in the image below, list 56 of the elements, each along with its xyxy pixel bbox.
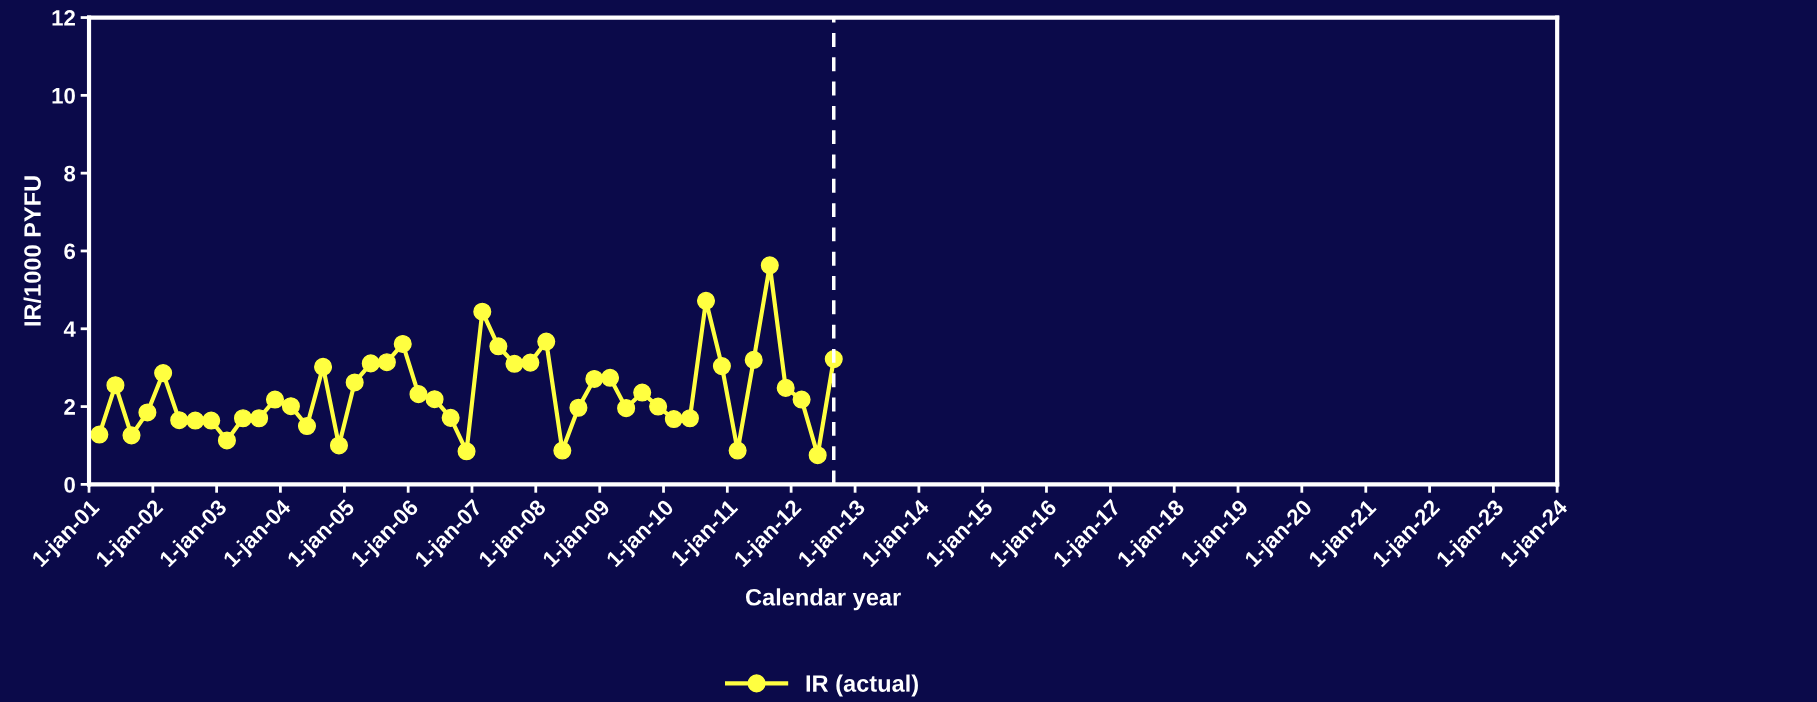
point — [569, 398, 588, 417]
point — [601, 368, 620, 387]
point — [664, 409, 683, 429]
point — [329, 436, 348, 455]
point — [680, 409, 699, 428]
y-tick-label: 12 — [52, 10, 75, 26]
point — [425, 390, 444, 409]
point — [633, 383, 652, 402]
point — [345, 373, 364, 392]
y-tick-label: 4 — [63, 321, 76, 337]
point — [617, 399, 636, 418]
point — [265, 390, 285, 409]
point — [281, 397, 300, 416]
y-tick-label: 10 — [52, 87, 75, 104]
legend-label: IR (actual) — [806, 674, 918, 697]
point — [202, 411, 221, 430]
point — [744, 350, 763, 369]
point — [521, 353, 540, 372]
point — [585, 369, 604, 388]
point — [297, 416, 317, 436]
y-tick-label: 6 — [64, 243, 76, 260]
point — [233, 409, 253, 428]
point — [186, 411, 205, 430]
y-tick-label: 2 — [64, 399, 75, 415]
point — [553, 441, 572, 460]
y-tick-label: 8 — [64, 165, 76, 182]
point — [457, 442, 476, 461]
point — [792, 390, 811, 409]
y-tick-label: 0 — [64, 476, 75, 493]
point — [106, 376, 125, 395]
point — [537, 332, 556, 351]
point — [473, 302, 492, 321]
point — [170, 411, 189, 430]
point — [712, 357, 731, 376]
point — [361, 354, 380, 373]
point — [489, 337, 508, 356]
y-axis-title: IR/1000 PYFU — [23, 176, 42, 326]
point — [138, 403, 157, 422]
point — [377, 353, 396, 372]
point — [314, 357, 333, 376]
point — [154, 364, 173, 383]
point — [728, 441, 747, 460]
point — [441, 408, 460, 427]
point — [90, 425, 109, 444]
point — [122, 426, 141, 445]
point — [776, 378, 795, 397]
point — [760, 256, 779, 275]
point — [393, 334, 412, 353]
point — [808, 446, 827, 465]
point — [505, 354, 524, 373]
point — [217, 431, 236, 450]
point — [696, 291, 716, 310]
point — [250, 409, 269, 428]
point — [649, 397, 668, 416]
x-axis-title: Calendar year — [745, 588, 901, 611]
point — [409, 385, 428, 404]
